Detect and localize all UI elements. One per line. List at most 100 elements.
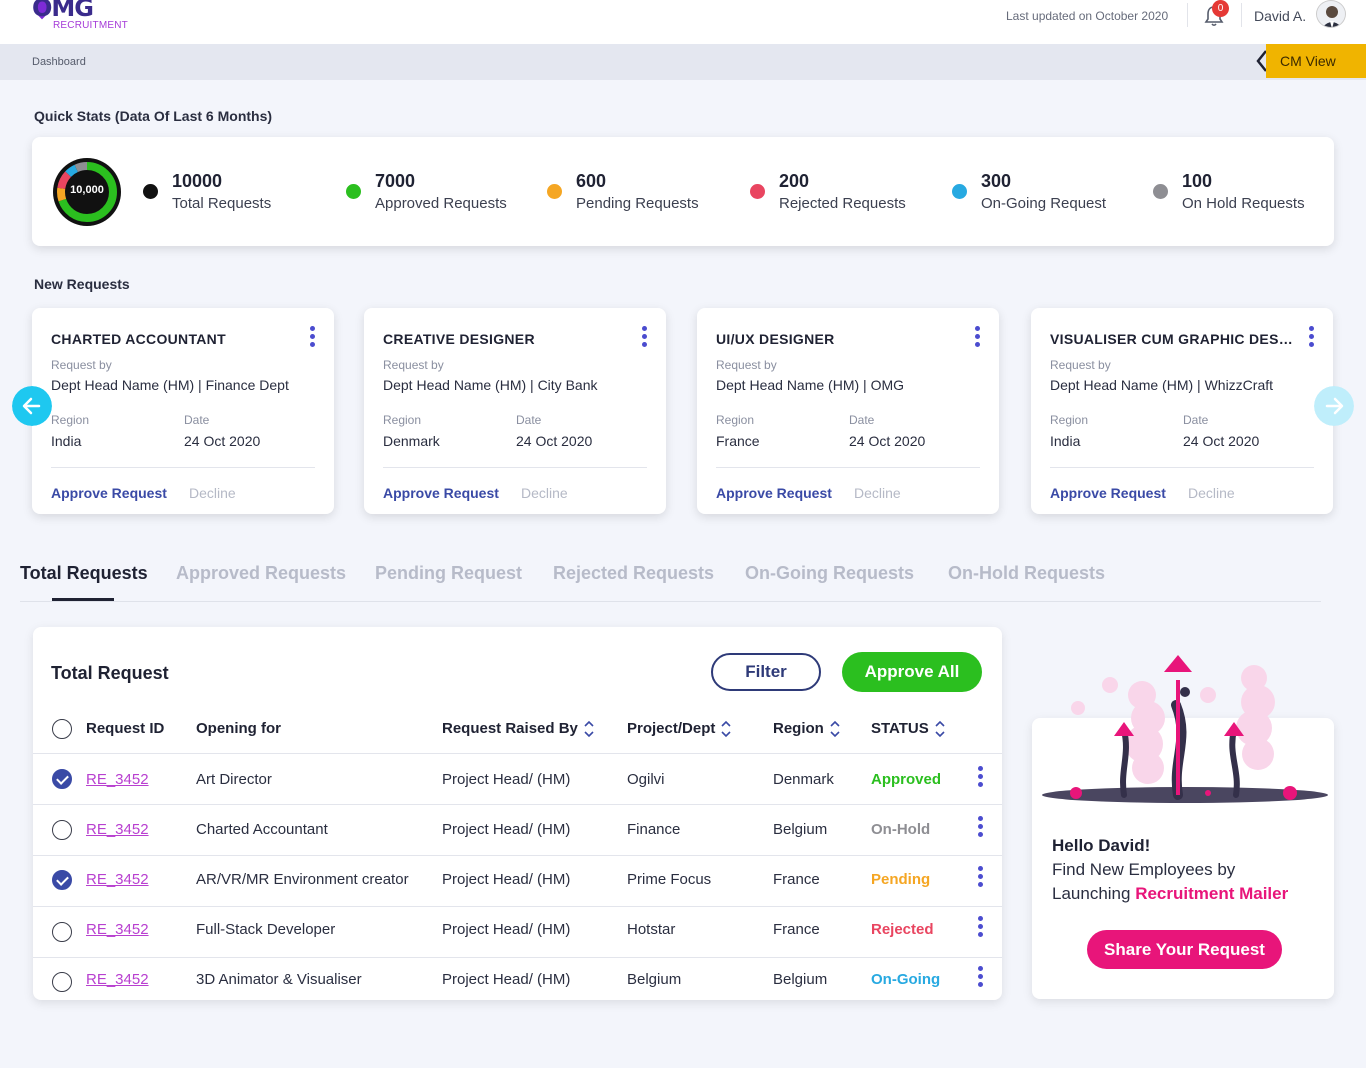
request-card: UI/UX DESIGNER Request by Dept Head Name…: [697, 308, 999, 514]
request-id-link[interactable]: RE_3452: [86, 921, 149, 938]
sort-icon[interactable]: [830, 720, 840, 738]
stat-dot: [346, 184, 361, 199]
row-checkbox[interactable]: [52, 820, 72, 840]
stat-dot: [547, 184, 562, 199]
dept-cell: Ogilvi: [627, 771, 665, 788]
kebab-icon[interactable]: [306, 326, 318, 352]
decline-link[interactable]: Decline: [854, 485, 901, 501]
request-by-label: Request by: [716, 358, 777, 372]
status-badge: On-Going: [871, 971, 941, 988]
select-all-checkbox[interactable]: [52, 719, 72, 739]
raised-by-cell: Project Head/ (HM): [442, 971, 571, 988]
row-divider: [33, 957, 1002, 958]
new-requests-title: New Requests: [34, 276, 130, 292]
stat-dot: [1153, 184, 1168, 199]
requester-value: Dept Head Name (HM) | Finance Dept: [51, 377, 289, 393]
filter-button[interactable]: Filter: [711, 653, 821, 691]
cm-view-button[interactable]: CM View: [1266, 44, 1366, 78]
sort-icon[interactable]: [935, 720, 945, 738]
notification-badge: 0: [1212, 0, 1229, 17]
row-divider: [33, 855, 1002, 856]
approve-all-button[interactable]: Approve All: [842, 652, 982, 692]
breadcrumb-dashboard[interactable]: Dashboard: [32, 56, 86, 68]
date-label: Date: [849, 413, 875, 427]
kebab-icon[interactable]: [974, 766, 986, 792]
stat-value: 7000: [375, 171, 416, 191]
stat-value: 100: [1182, 171, 1213, 191]
status-badge: Rejected: [871, 921, 934, 938]
stat-label: Rejected Requests: [779, 195, 906, 212]
approve-request-link[interactable]: Approve Request: [51, 485, 167, 501]
region-label: Region: [1050, 413, 1089, 427]
tabs-divider: [20, 601, 1321, 602]
row-checkbox[interactable]: [52, 769, 72, 789]
user-name[interactable]: David A.: [1254, 8, 1307, 24]
kebab-icon[interactable]: [974, 816, 986, 842]
sort-icon[interactable]: [584, 720, 594, 738]
quick-stats-title: Quick Stats (Data Of Last 6 Months): [34, 108, 273, 124]
kebab-icon[interactable]: [971, 326, 983, 352]
opening-cell: Full-Stack Developer: [196, 921, 336, 938]
tab-pending-request[interactable]: Pending Request: [375, 563, 523, 583]
kebab-icon[interactable]: [974, 866, 986, 892]
stat-value: 600: [576, 171, 607, 191]
kebab-icon[interactable]: [974, 916, 986, 942]
card-divider: [716, 467, 980, 468]
row-checkbox[interactable]: [52, 972, 72, 992]
tab-approved-requests[interactable]: Approved Requests: [176, 563, 347, 583]
col-region[interactable]: Region: [773, 720, 840, 738]
approve-request-link[interactable]: Approve Request: [716, 485, 832, 501]
share-your-request-button[interactable]: Share Your Request: [1087, 930, 1282, 969]
avatar[interactable]: [1316, 0, 1346, 28]
decline-link[interactable]: Decline: [1188, 485, 1235, 501]
tab-onhold-requests[interactable]: On-Hold Requests: [948, 563, 1106, 583]
promo-greeting: Hello David!: [1052, 836, 1151, 855]
table-title: Total Request: [51, 663, 169, 683]
request-id-link[interactable]: RE_3452: [86, 771, 149, 788]
col-label: Request Raised By: [442, 720, 578, 737]
tab-rejected-requests[interactable]: Rejected Requests: [553, 563, 715, 583]
opening-cell: Art Director: [196, 771, 272, 788]
row-divider: [33, 753, 1002, 754]
request-id-link[interactable]: RE_3452: [86, 871, 149, 888]
header-divider: [1241, 3, 1242, 27]
request-by-label: Request by: [383, 358, 444, 372]
request-by-label: Request by: [51, 358, 112, 372]
kebab-icon[interactable]: [1305, 326, 1317, 352]
requester-value: Dept Head Name (HM) | WhizzCraft: [1050, 377, 1274, 393]
col-status[interactable]: STATUS: [871, 720, 945, 738]
arrow-left-icon[interactable]: [12, 386, 52, 426]
col-request-raised-by[interactable]: Request Raised By: [442, 720, 594, 738]
row-divider: [33, 906, 1002, 907]
kebab-icon[interactable]: [638, 326, 650, 352]
request-id-link[interactable]: RE_3452: [86, 971, 149, 988]
breadcrumb: Dashboard: [0, 44, 1366, 80]
decline-link[interactable]: Decline: [189, 485, 236, 501]
arrow-right-icon[interactable]: [1314, 386, 1354, 426]
raised-by-cell: Project Head/ (HM): [442, 771, 571, 788]
date-value: 24 Oct 2020: [184, 433, 261, 449]
decline-link[interactable]: Decline: [521, 485, 568, 501]
col-project-dept[interactable]: Project/Dept: [627, 720, 731, 738]
kebab-icon[interactable]: [974, 966, 986, 992]
stat-label: On-Going Request: [981, 195, 1107, 212]
omg-recruitment-logo[interactable]: OMG RECRUITMENT: [30, 0, 142, 34]
request-card-title: CREATIVE DESIGNER: [383, 331, 535, 347]
row-checkbox[interactable]: [52, 870, 72, 890]
recruitment-mailer-link[interactable]: Recruitment Mailer: [1135, 884, 1289, 903]
row-checkbox[interactable]: [52, 922, 72, 942]
last-updated-text: Last updated on October 2020: [1006, 9, 1169, 23]
approve-request-link[interactable]: Approve Request: [1050, 485, 1166, 501]
request-card-title: VISUALISER CUM GRAPHIC DESIGNER: [1050, 331, 1294, 347]
tab-total-requests[interactable]: Total Requests: [20, 563, 148, 583]
raised-by-cell: Project Head/ (HM): [442, 871, 571, 888]
request-card-title: UI/UX DESIGNER: [716, 331, 835, 347]
approve-request-link[interactable]: Approve Request: [383, 485, 499, 501]
region-cell: France: [773, 921, 820, 938]
tab-ongoing-requests[interactable]: On-Going Requests: [745, 563, 915, 583]
status-badge: Approved: [871, 771, 942, 788]
sort-icon[interactable]: [721, 720, 731, 738]
request-id-link[interactable]: RE_3452: [86, 821, 149, 838]
stat-label: Pending Requests: [576, 195, 699, 212]
date-label: Date: [1183, 413, 1209, 427]
